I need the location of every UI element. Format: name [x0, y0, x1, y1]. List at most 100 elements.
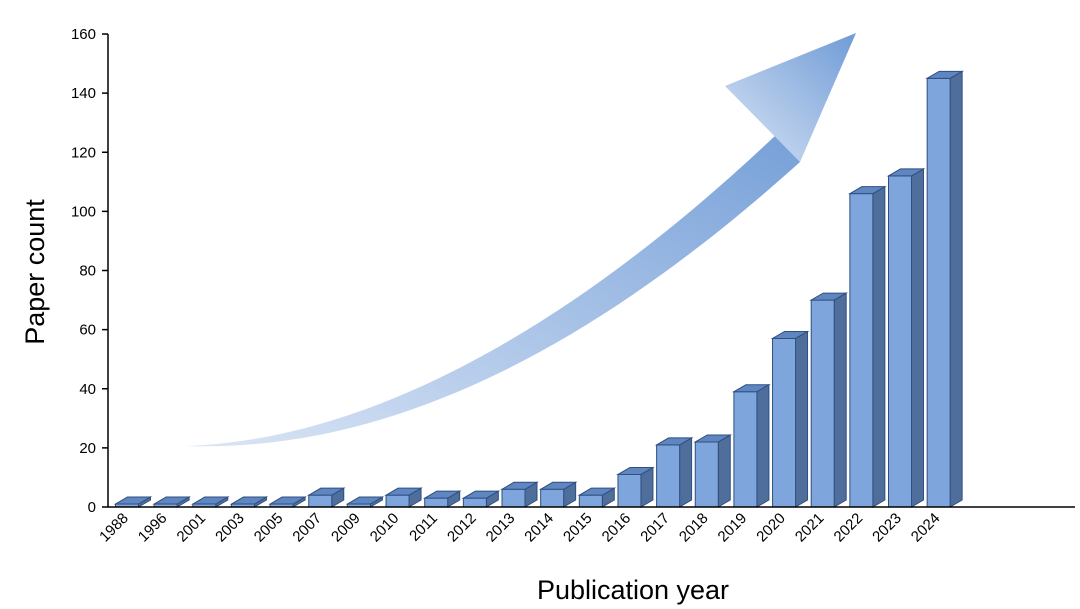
- bar: [306, 487, 346, 508]
- bar-side: [872, 185, 886, 508]
- growth-arrow-head-icon: [725, 33, 856, 162]
- bar-front: [617, 473, 642, 508]
- growth-arrow-body: [186, 133, 800, 447]
- y-tick-label: 160: [71, 26, 96, 43]
- bar: [500, 481, 539, 508]
- bar-front: [810, 299, 835, 508]
- bar: [577, 487, 617, 508]
- bar-top: [345, 496, 385, 505]
- bar-top: [113, 496, 153, 505]
- bar: [693, 434, 733, 508]
- bar-top: [732, 384, 771, 393]
- bar-front: [540, 488, 565, 508]
- y-axis-title: Paper count: [20, 199, 50, 345]
- bar-top: [693, 434, 733, 443]
- x-tick-label: 2003: [212, 510, 248, 546]
- bar-top: [770, 330, 810, 339]
- x-tick-label: 2018: [676, 510, 712, 546]
- bar-front: [849, 193, 874, 508]
- x-axis-title: Publication year: [537, 575, 729, 605]
- bar: [345, 496, 385, 508]
- bar: [848, 185, 887, 508]
- bar: [268, 496, 307, 508]
- y-tick-label: 60: [79, 322, 96, 339]
- bar: [384, 487, 423, 508]
- x-tick-label: 2023: [869, 510, 905, 546]
- bar: [422, 490, 462, 508]
- x-tick-label: 2009: [328, 510, 364, 546]
- bar-front: [772, 337, 797, 508]
- bar-side: [679, 437, 693, 508]
- bar-top: [616, 466, 655, 475]
- x-tick-label: 2020: [753, 510, 789, 546]
- x-tick-label: 2019: [715, 510, 751, 546]
- bar-top: [461, 490, 501, 499]
- bar-front: [694, 441, 719, 508]
- y-tick-label: 120: [71, 144, 96, 161]
- y-tick-label: 20: [79, 440, 96, 457]
- bar: [886, 168, 926, 508]
- bar: [229, 496, 269, 508]
- x-tick-label: 2011: [406, 510, 441, 545]
- bar: [538, 481, 578, 508]
- y-tick-label: 80: [79, 263, 96, 280]
- x-tick-label: 2013: [483, 510, 519, 546]
- x-tick-label: 2024: [908, 510, 944, 546]
- x-tick-label: 2022: [831, 510, 867, 546]
- bar-front: [385, 494, 410, 508]
- bar-top: [500, 481, 539, 490]
- bar: [809, 292, 849, 508]
- bar-front: [733, 391, 758, 508]
- bar: [654, 437, 694, 508]
- bar-top: [809, 292, 849, 301]
- x-tick-label: 2015: [560, 510, 596, 546]
- bar-top: [422, 490, 462, 499]
- x-tick-label: 2005: [251, 510, 287, 546]
- bar: [732, 383, 771, 508]
- bar-top: [925, 70, 964, 79]
- x-tick-label: 1988: [96, 510, 132, 546]
- bar-side: [795, 330, 809, 508]
- bar-side: [717, 434, 731, 508]
- bar-front: [578, 494, 603, 508]
- bar: [113, 496, 153, 508]
- bar: [616, 466, 655, 508]
- bar-top: [229, 496, 269, 505]
- bar-top: [848, 186, 887, 195]
- bar-front: [656, 444, 681, 508]
- x-tick-label: 2017: [637, 510, 673, 546]
- x-tick-label: 2012: [444, 510, 480, 546]
- bar-top: [152, 496, 191, 505]
- bar-front: [888, 175, 912, 508]
- y-tick-label: 100: [71, 203, 96, 220]
- bar: [152, 496, 191, 508]
- bar: [925, 70, 964, 508]
- x-tick-label: 2014: [521, 510, 557, 546]
- bar: [461, 490, 501, 508]
- bar: [190, 496, 230, 508]
- bar-top: [577, 487, 617, 496]
- bar-top: [538, 481, 578, 490]
- x-tick-label: 2001: [174, 510, 210, 546]
- x-tick-label: 1996: [135, 510, 171, 546]
- x-tick-label: 2016: [599, 510, 635, 546]
- bar-top: [268, 496, 307, 505]
- bar-front: [424, 497, 449, 508]
- bar-side: [949, 70, 963, 508]
- bar-front: [462, 497, 487, 508]
- bar-front: [308, 494, 333, 508]
- bar-side: [833, 292, 847, 508]
- bar-top: [190, 496, 230, 505]
- y-tick-label: 40: [79, 381, 96, 398]
- bar-front: [926, 77, 951, 508]
- bar-top: [886, 168, 926, 177]
- bar-top: [654, 437, 694, 446]
- bar-front: [501, 488, 526, 508]
- x-tick-label: 2021: [792, 510, 828, 546]
- bar: [770, 330, 810, 508]
- x-tick-label: 2007: [289, 510, 325, 546]
- bar-top: [306, 487, 346, 496]
- y-tick-label: 0: [88, 499, 96, 516]
